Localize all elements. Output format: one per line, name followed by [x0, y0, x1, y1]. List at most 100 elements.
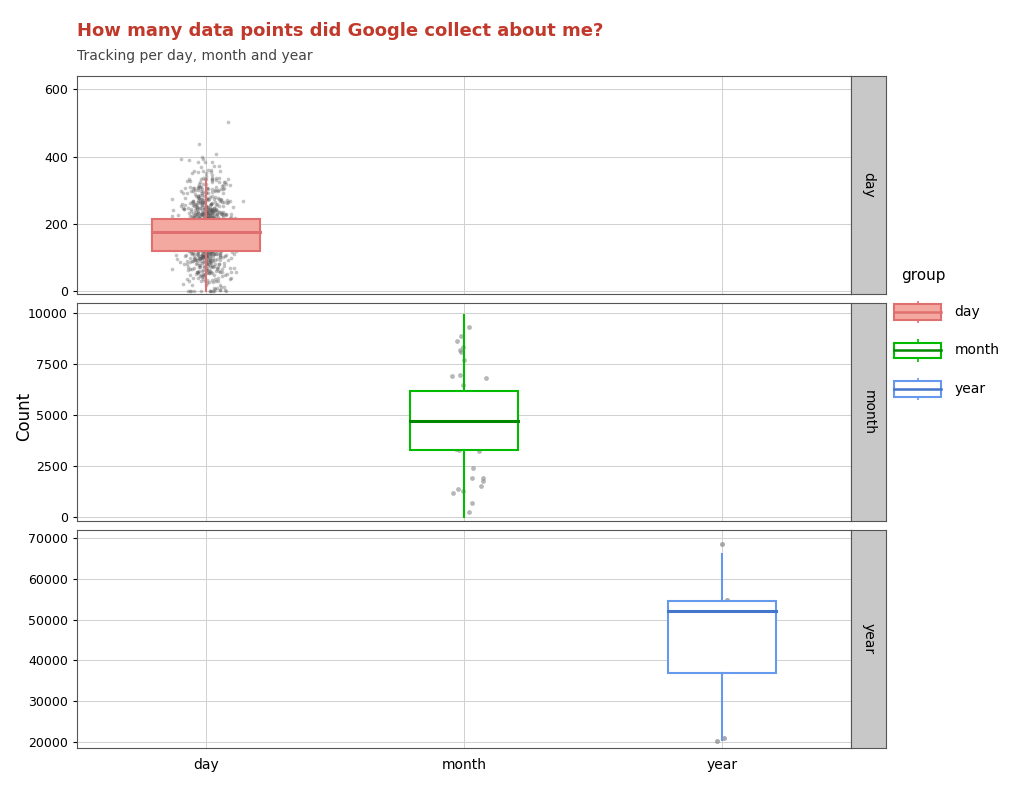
- Point: [196, 216, 212, 229]
- Point: [180, 235, 197, 248]
- Point: [196, 260, 212, 273]
- Text: Count: Count: [15, 391, 34, 441]
- Point: [199, 193, 215, 206]
- Point: [199, 232, 215, 245]
- Point: [199, 228, 215, 241]
- Point: [202, 214, 218, 227]
- Point: [207, 185, 223, 198]
- Point: [197, 243, 213, 256]
- Point: [186, 219, 203, 232]
- Point: [201, 202, 217, 215]
- Point: [198, 186, 214, 198]
- Point: [181, 237, 198, 250]
- Point: [191, 212, 208, 225]
- Point: [216, 242, 232, 254]
- Point: [181, 240, 198, 253]
- Point: [184, 210, 201, 222]
- Point: [187, 226, 204, 238]
- Point: [202, 190, 218, 203]
- Point: [211, 266, 227, 278]
- Point: [188, 258, 205, 270]
- Point: [197, 173, 213, 186]
- Point: [181, 285, 198, 298]
- Point: [207, 282, 223, 295]
- Point: [197, 234, 213, 247]
- Point: [206, 202, 222, 214]
- Point: [189, 271, 206, 284]
- Point: [202, 246, 218, 259]
- Point: [208, 216, 224, 229]
- Point: [211, 176, 227, 189]
- Point: [204, 216, 220, 229]
- Point: [201, 276, 217, 289]
- Point: [186, 262, 203, 274]
- Point: [199, 206, 215, 219]
- Point: [193, 226, 209, 239]
- Point: [221, 178, 238, 191]
- Point: [198, 207, 214, 220]
- Point: [200, 214, 216, 227]
- Point: [190, 218, 207, 231]
- Point: [206, 160, 222, 173]
- Point: [182, 205, 199, 218]
- Point: [440, 422, 457, 435]
- Point: [209, 198, 225, 210]
- Point: [204, 238, 220, 251]
- Point: [204, 211, 220, 224]
- Point: [211, 212, 227, 225]
- Point: [217, 220, 233, 233]
- Point: [194, 207, 210, 220]
- Point: [464, 497, 480, 510]
- Point: [190, 242, 207, 255]
- Point: [197, 275, 213, 288]
- Point: [183, 232, 200, 245]
- Point: [177, 182, 194, 195]
- Point: [219, 221, 236, 234]
- Point: [209, 218, 225, 231]
- Point: [179, 273, 196, 286]
- Point: [227, 239, 244, 252]
- Point: [168, 248, 184, 261]
- Point: [450, 482, 466, 495]
- Point: [175, 186, 191, 199]
- Point: [200, 210, 216, 223]
- Point: [215, 233, 231, 246]
- Point: [164, 193, 180, 206]
- Point: [183, 166, 200, 179]
- Point: [215, 199, 231, 212]
- Point: [227, 218, 244, 231]
- Point: [191, 258, 208, 271]
- Point: [216, 243, 232, 256]
- Point: [196, 196, 212, 209]
- Point: [201, 212, 217, 225]
- Point: [477, 371, 494, 384]
- Point: [208, 148, 224, 161]
- Point: [205, 223, 221, 236]
- Point: [212, 248, 228, 261]
- Point: [452, 344, 468, 357]
- Point: [204, 216, 220, 229]
- Point: [215, 178, 231, 191]
- Point: [193, 195, 209, 208]
- Point: [202, 206, 218, 219]
- Point: [200, 163, 216, 176]
- Point: [222, 271, 239, 284]
- Point: [196, 244, 212, 257]
- Point: [203, 244, 219, 257]
- Point: [189, 194, 206, 207]
- Point: [208, 208, 224, 221]
- Point: [210, 274, 226, 287]
- Point: [219, 254, 236, 266]
- Point: [203, 261, 219, 274]
- Point: [200, 210, 216, 223]
- Point: [187, 210, 204, 222]
- Point: [217, 249, 233, 262]
- Point: [189, 217, 206, 230]
- Point: [214, 206, 230, 219]
- Point: [187, 268, 204, 281]
- Point: [191, 202, 208, 215]
- Point: [197, 214, 213, 227]
- Point: [217, 284, 233, 297]
- Point: [165, 203, 181, 216]
- Point: [207, 204, 223, 217]
